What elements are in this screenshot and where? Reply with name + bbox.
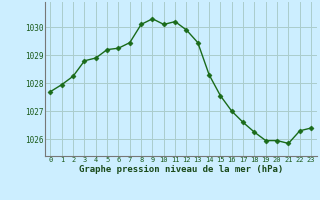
X-axis label: Graphe pression niveau de la mer (hPa): Graphe pression niveau de la mer (hPa)	[79, 165, 283, 174]
